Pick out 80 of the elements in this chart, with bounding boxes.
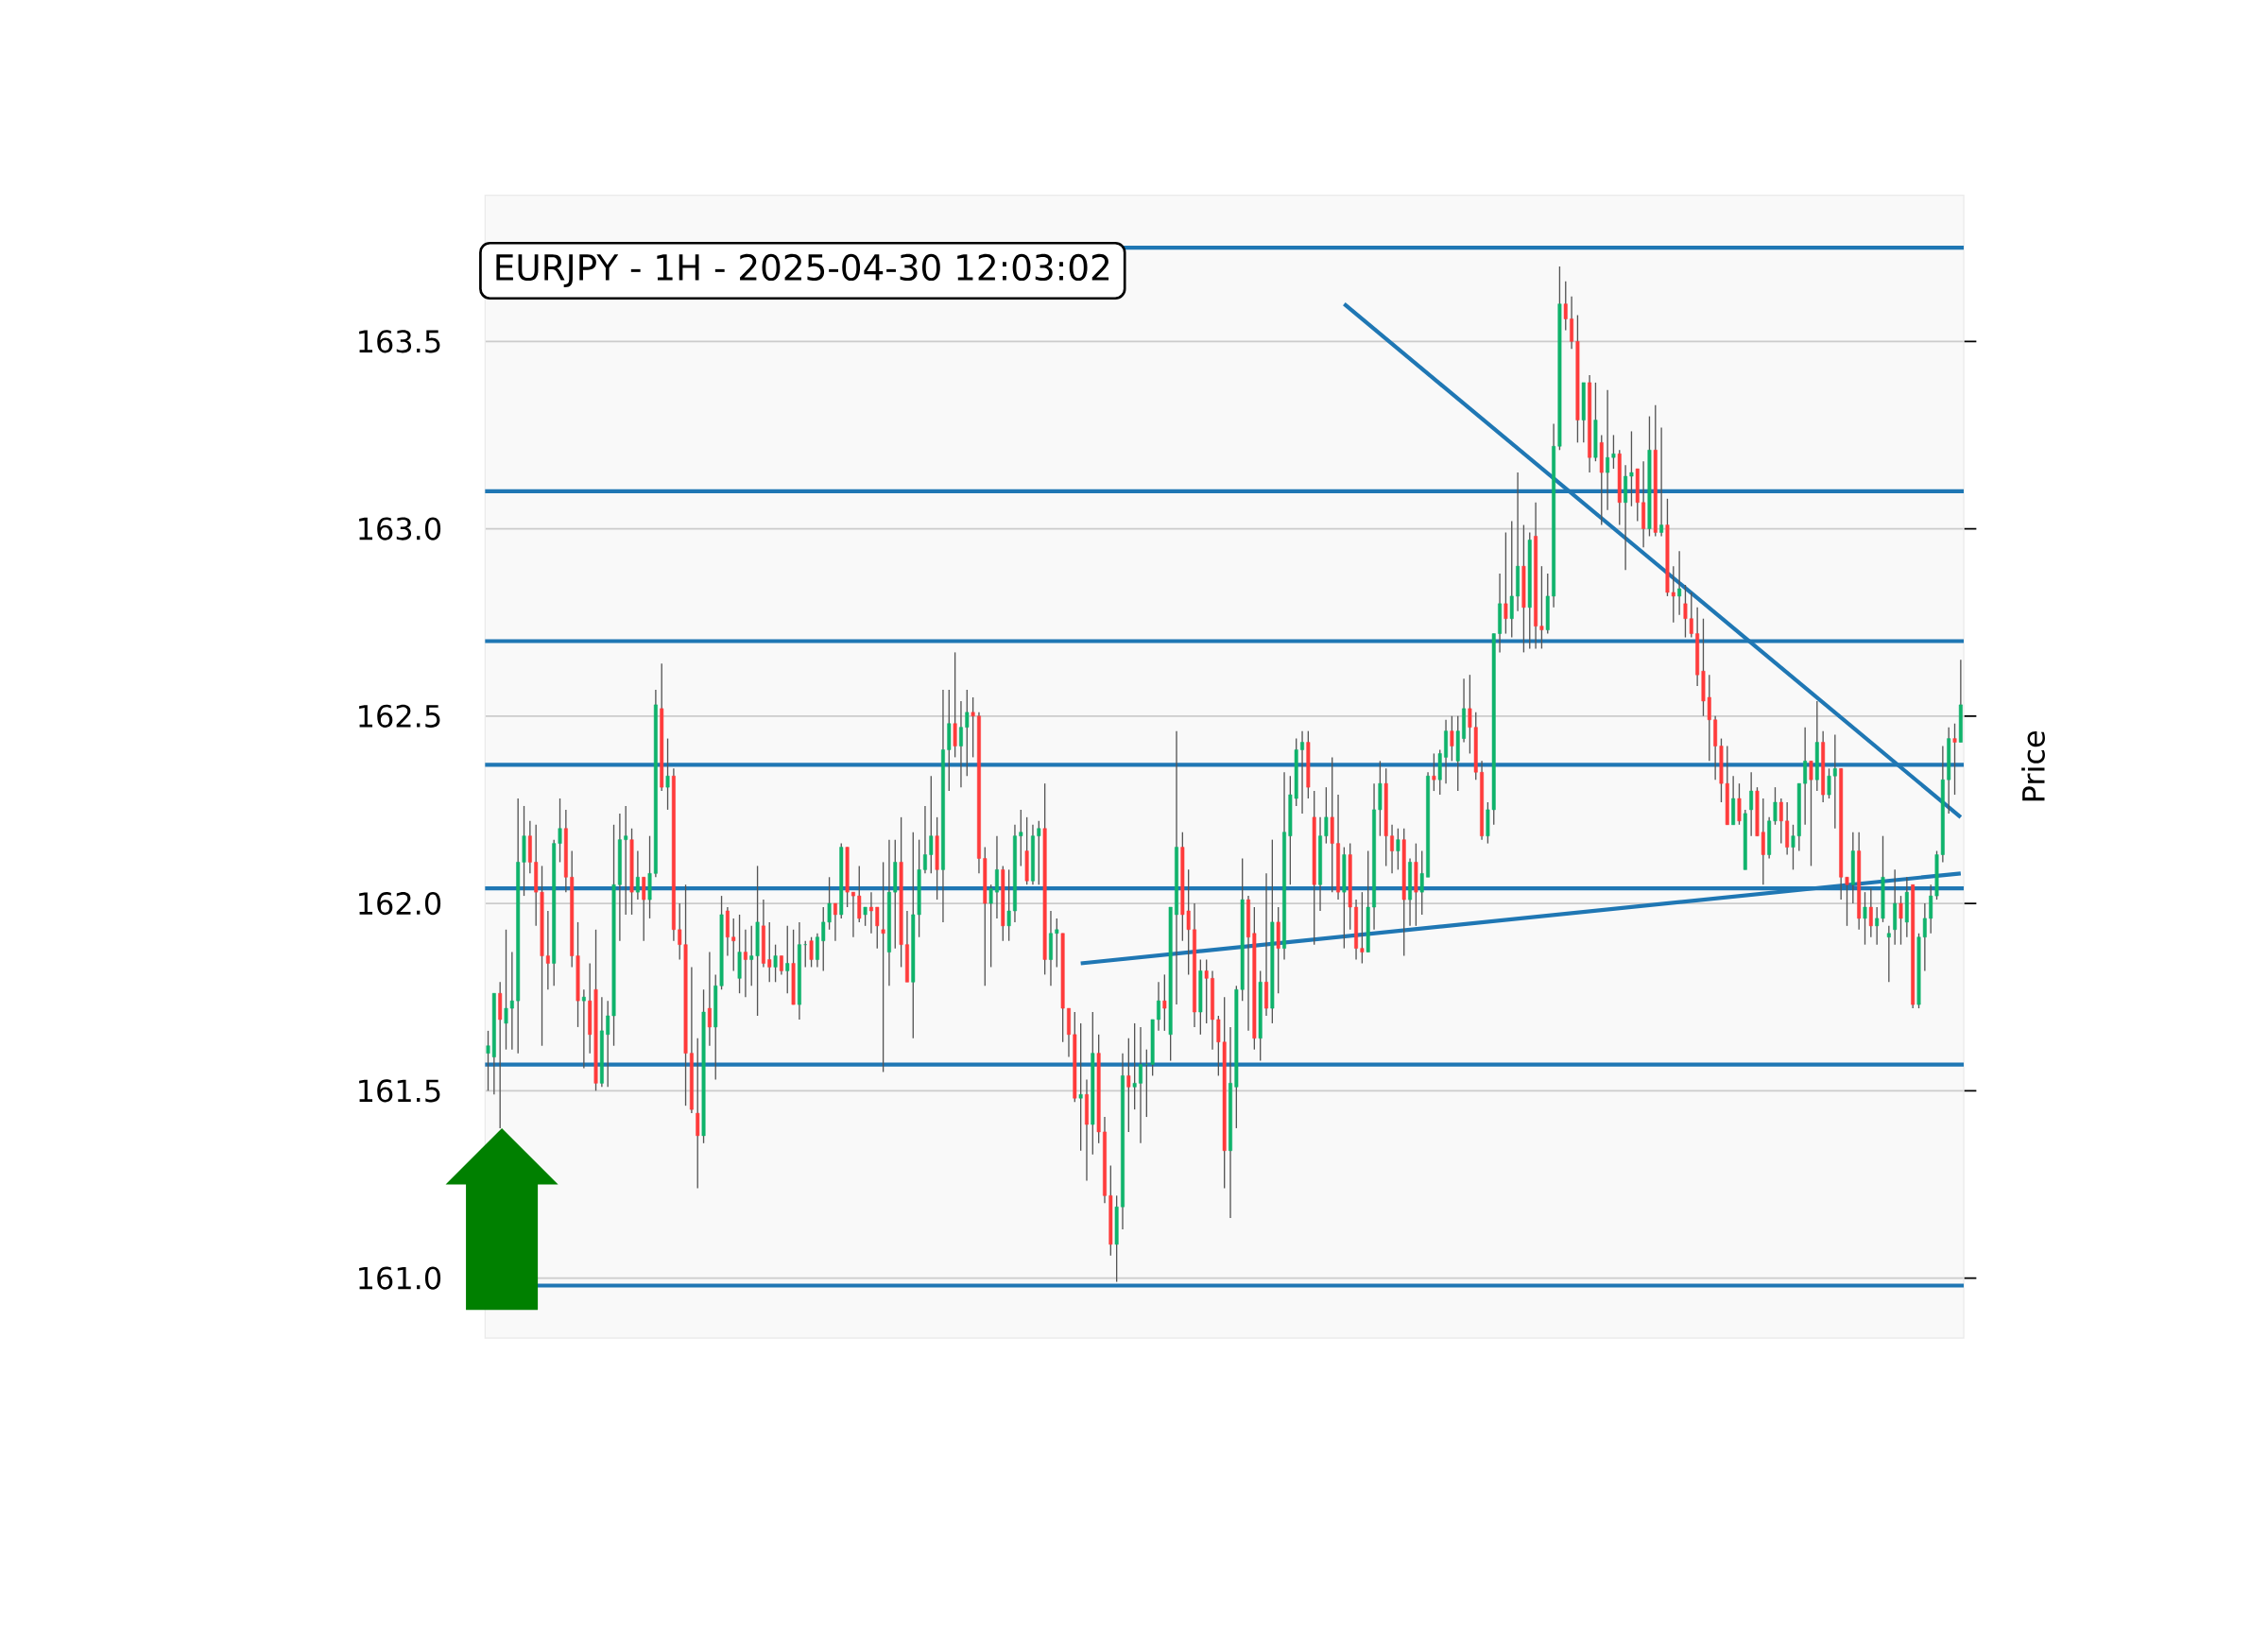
text: EURJPY - 1H - 2025-04-30 12:03:02 xyxy=(496,253,1109,288)
y-tick-label: 163.0 xyxy=(359,517,441,540)
candlestick xyxy=(1360,891,1365,965)
candlestick xyxy=(1019,809,1023,867)
candlestick xyxy=(635,849,640,901)
candlestick xyxy=(1396,828,1400,871)
candlestick xyxy=(1539,565,1544,650)
candlestick xyxy=(1300,729,1304,815)
candlestick xyxy=(1677,550,1682,616)
candlestick xyxy=(1450,715,1454,763)
candlestick xyxy=(1055,918,1059,969)
candlestick xyxy=(971,696,975,759)
candlestick xyxy=(1509,520,1514,639)
candlestick xyxy=(1659,426,1664,538)
y-axis-title: Price xyxy=(2021,730,2045,801)
candlestick xyxy=(965,689,970,777)
candlestick xyxy=(1749,771,1754,837)
candlestick xyxy=(767,921,772,983)
y-tick-label: 161.0 xyxy=(359,1266,441,1290)
candlestick xyxy=(779,954,783,976)
candlestick xyxy=(1078,1022,1083,1152)
candlestick xyxy=(1611,434,1616,470)
candlestick xyxy=(1324,786,1329,845)
candlestick xyxy=(1162,973,1167,1032)
candlestick xyxy=(1390,824,1395,874)
candlestick xyxy=(881,861,885,1073)
candlestick xyxy=(875,906,880,950)
candlestick xyxy=(929,775,934,874)
candlestick xyxy=(995,835,999,919)
candlestick xyxy=(1144,1049,1149,1118)
candlestick xyxy=(707,951,712,1047)
candlestick xyxy=(1432,752,1436,792)
candlestick xyxy=(1419,849,1424,916)
candlestick xyxy=(1570,296,1574,350)
candlestick xyxy=(833,902,837,942)
candlestick xyxy=(988,884,993,969)
candlestick xyxy=(665,737,670,811)
candlestick xyxy=(1863,891,1867,946)
candlestick xyxy=(624,805,628,916)
candlestick xyxy=(581,988,586,1070)
candlestick xyxy=(1563,281,1568,332)
candlestick xyxy=(1126,1038,1131,1133)
candlestick xyxy=(743,929,747,998)
candlestick xyxy=(809,936,814,969)
candlestick xyxy=(1006,868,1011,942)
candlestick xyxy=(953,651,957,759)
candlestick xyxy=(1809,760,1813,867)
candlestick xyxy=(731,918,736,972)
candlestick xyxy=(773,944,778,983)
y-tick-label: 163.5 xyxy=(359,330,440,353)
candlestick xyxy=(803,940,808,969)
candlestick xyxy=(1952,723,1957,796)
candlestick xyxy=(958,700,963,788)
candlestick xyxy=(1803,727,1808,826)
y-tick-label: 162.5 xyxy=(359,704,440,728)
candlestick xyxy=(1899,895,1903,946)
candlestick xyxy=(815,933,819,969)
y-tick-label: 162.0 xyxy=(359,891,441,916)
candlestick xyxy=(857,865,862,923)
candlestick xyxy=(1778,798,1783,845)
candlestick xyxy=(1737,782,1742,826)
candlestick xyxy=(1037,820,1041,885)
candlestick xyxy=(1132,1022,1137,1110)
candlestick xyxy=(1629,430,1634,507)
candlestick xyxy=(1773,786,1778,826)
y-tick-label: 161.5 xyxy=(359,1079,440,1103)
candlestick xyxy=(868,891,873,935)
candlestick xyxy=(1886,925,1891,983)
candlestick xyxy=(696,1038,700,1190)
candlestick xyxy=(1139,1026,1143,1144)
candlestick xyxy=(1157,981,1160,1032)
candlestick xyxy=(922,805,927,874)
candlestick xyxy=(1204,958,1209,1024)
candlestick xyxy=(1503,531,1508,635)
candlestick xyxy=(850,891,855,938)
candlestick xyxy=(863,906,868,927)
candlestick xyxy=(1868,887,1873,938)
candlestick xyxy=(642,876,646,942)
candlestick xyxy=(785,925,790,994)
candlestick xyxy=(1606,389,1610,511)
